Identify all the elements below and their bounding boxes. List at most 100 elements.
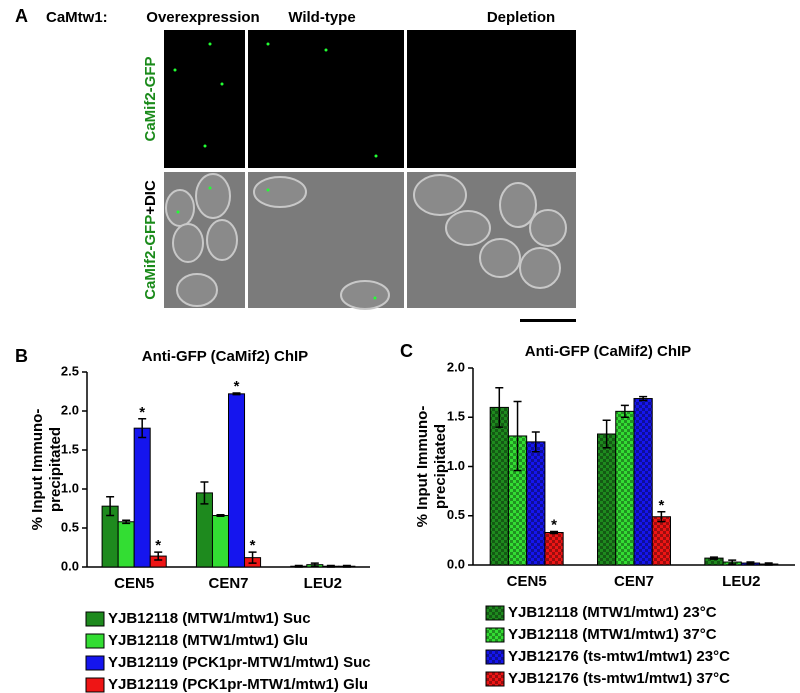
error-bar <box>122 519 131 525</box>
x-tick-label: CEN7 <box>208 575 248 592</box>
cell <box>499 182 537 228</box>
legend-swatch <box>85 677 105 693</box>
gfp-dot <box>208 186 212 190</box>
y-axis-label: precipitated <box>432 424 449 509</box>
legend-swatch <box>485 605 505 621</box>
gfp-dot <box>324 48 328 52</box>
row-label-part: CaMif2-GFP <box>142 215 159 300</box>
significance-label: * <box>658 497 664 514</box>
gfp-dot <box>203 144 207 148</box>
panel-label: B <box>15 346 28 366</box>
cell <box>176 273 218 307</box>
error-bar <box>248 551 257 564</box>
column-label: Wild-type <box>288 9 355 26</box>
legend-label: YJB12118 (MTW1/mtw1) 23°C <box>508 604 717 621</box>
error-bar <box>620 404 629 418</box>
scale-bar <box>520 319 576 322</box>
gfp-dot <box>374 154 378 158</box>
column-label: Depletion <box>487 9 555 26</box>
chart-title: Anti-GFP (CaMif2) ChIP <box>525 343 691 360</box>
cell <box>340 280 390 310</box>
gfp-dot <box>373 296 377 300</box>
x-tick-label: LEU2 <box>722 573 760 590</box>
y-tick-label: 1.0 <box>447 458 465 473</box>
error-bar <box>106 496 115 517</box>
row-label: CaMif2-GFP+DIC <box>142 180 159 300</box>
legend-label: YJB12118 (MTW1/mtw1) Suc <box>108 610 311 627</box>
bar <box>117 521 135 568</box>
y-tick-label: 1.5 <box>61 441 79 456</box>
bar <box>228 393 246 568</box>
error-bar <box>154 551 163 561</box>
legend-label: YJB12119 (PCK1pr-MTW1/mtw1) Glu <box>108 676 368 693</box>
error-bar <box>531 431 540 453</box>
legend-label: YJB12118 (MTW1/mtw1) Glu <box>108 632 308 649</box>
error-bar <box>232 392 241 396</box>
micrographs <box>164 30 576 322</box>
error-bar <box>342 564 351 568</box>
cell <box>479 238 521 278</box>
cell <box>195 173 231 219</box>
legend-label: YJB12118 (MTW1/mtw1) 37°C <box>508 626 717 643</box>
cell <box>172 223 204 263</box>
legend-swatch <box>85 655 105 671</box>
y-tick-label: 0.5 <box>447 507 465 522</box>
error-bar <box>216 513 225 518</box>
gfp-dot <box>220 82 224 86</box>
bar <box>489 406 509 566</box>
gfp-dot <box>176 210 180 214</box>
error-bar <box>709 556 718 560</box>
y-tick-label: 1.0 <box>61 480 79 495</box>
significance-label: * <box>234 378 240 395</box>
error-bar <box>639 395 648 402</box>
cell <box>413 174 467 216</box>
cell <box>206 219 238 261</box>
gfp-dot <box>173 68 177 72</box>
panel-label: C <box>400 341 413 361</box>
x-tick-label: LEU2 <box>304 575 342 592</box>
cell <box>519 247 561 289</box>
y-axis-label: precipitated <box>47 427 64 512</box>
gfp-dot <box>266 188 270 192</box>
significance-label: * <box>155 537 161 554</box>
y-tick-label: 1.5 <box>447 409 465 424</box>
legend-label: YJB12176 (ts-mtw1/mtw1) 37°C <box>508 670 730 687</box>
significance-label: * <box>139 404 145 421</box>
legend-swatch <box>85 633 105 649</box>
legend-label: YJB12176 (ts-mtw1/mtw1) 23°C <box>508 648 730 665</box>
legend-swatch <box>85 611 105 627</box>
error-bar <box>310 562 319 567</box>
y-tick-label: 0.0 <box>447 556 465 571</box>
y-tick-label: 2.5 <box>61 363 79 378</box>
legend-label: YJB12119 (PCK1pr-MTW1/mtw1) Suc <box>108 654 371 671</box>
bar <box>633 398 653 566</box>
y-tick-label: 0.5 <box>61 519 79 534</box>
bar <box>211 515 229 568</box>
significance-label: * <box>551 516 557 533</box>
x-tick-label: CEN7 <box>614 573 654 590</box>
error-bar <box>602 419 611 449</box>
x-tick-label: CEN5 <box>507 573 547 590</box>
x-tick-label: CEN5 <box>114 575 154 592</box>
panel-label: A <box>15 6 28 26</box>
y-axis-label: % Input Immuno- <box>29 409 46 531</box>
error-bar <box>764 562 773 566</box>
significance-label: * <box>250 537 256 554</box>
error-bar <box>294 564 303 568</box>
error-bar <box>550 530 559 535</box>
gfp-dot <box>208 42 212 46</box>
gfp-image <box>407 30 576 168</box>
bar <box>526 441 546 566</box>
legend-swatch <box>485 649 505 665</box>
row-label-part: +DIC <box>142 180 159 215</box>
gfp-image <box>248 30 404 168</box>
genotype-label: CaMtw1: <box>46 9 108 26</box>
error-bar <box>728 559 737 565</box>
bar <box>651 516 671 566</box>
y-tick-label: 2.0 <box>61 402 79 417</box>
error-bar <box>495 386 504 428</box>
row-label: CaMif2-GFP <box>142 56 159 141</box>
error-bar <box>326 564 335 568</box>
chart-title: Anti-GFP (CaMif2) ChIP <box>142 348 308 365</box>
